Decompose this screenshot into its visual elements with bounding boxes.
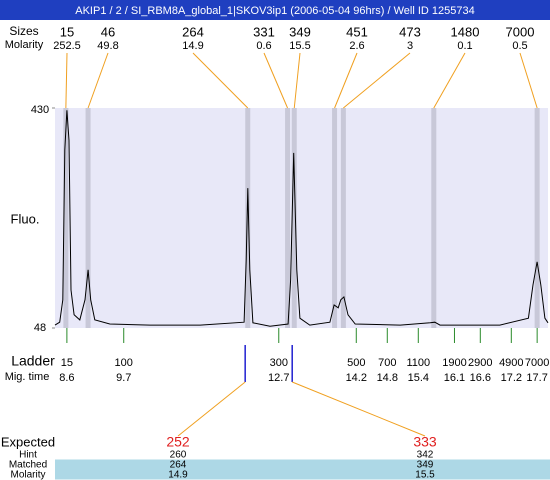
mig-time-label: Mig. time bbox=[5, 371, 50, 383]
ladder-size: 500 bbox=[347, 357, 365, 369]
plot-area bbox=[55, 108, 548, 328]
peak-size: 331 bbox=[253, 24, 275, 39]
row-label: Matched bbox=[9, 460, 47, 471]
ladder-time: 15.4 bbox=[408, 372, 429, 384]
ladder-size: 7000 bbox=[525, 357, 549, 369]
ladder-size: 100 bbox=[115, 357, 133, 369]
peak-band bbox=[332, 108, 338, 328]
peak-molarity: 3 bbox=[407, 40, 413, 52]
peak-band bbox=[291, 108, 297, 328]
peak-molarity: 49.8 bbox=[97, 40, 118, 52]
ladder-size: 2900 bbox=[468, 357, 492, 369]
ladder-time: 16.6 bbox=[470, 372, 491, 384]
title-bar bbox=[0, 0, 550, 20]
row-value: 342 bbox=[417, 450, 434, 461]
ladder-time: 9.7 bbox=[116, 372, 131, 384]
peak-size: 473 bbox=[399, 24, 421, 39]
row-value: 264 bbox=[170, 460, 187, 471]
peak-molarity: 252.5 bbox=[53, 40, 81, 52]
molarity-label: Molarity bbox=[5, 39, 44, 51]
ladder-time: 14.2 bbox=[346, 372, 367, 384]
peak-connector bbox=[293, 52, 301, 109]
peak-size: 264 bbox=[182, 24, 204, 39]
ladder-time: 17.2 bbox=[501, 372, 522, 384]
ladder-label: Ladder bbox=[11, 353, 55, 369]
peak-molarity: 15.5 bbox=[289, 40, 310, 52]
trace bbox=[54, 110, 549, 327]
peak-connector bbox=[263, 52, 289, 109]
row-band bbox=[55, 459, 550, 470]
peak-molarity: 2.6 bbox=[349, 40, 364, 52]
peak-band bbox=[85, 108, 91, 328]
expected-connector bbox=[177, 381, 246, 437]
peak-connector bbox=[343, 52, 411, 109]
peak-size: 1480 bbox=[451, 24, 480, 39]
title: AKIP1 / 2 / SI_RBM8A_global_1|SKOV3ip1 (… bbox=[75, 5, 475, 17]
peak-band bbox=[285, 108, 291, 328]
row-value: 14.9 bbox=[168, 470, 188, 480]
ladder-time: 16.1 bbox=[444, 372, 465, 384]
ladder-size: 15 bbox=[61, 357, 73, 369]
ladder-size: 1100 bbox=[406, 357, 430, 369]
peak-size: 15 bbox=[60, 24, 74, 39]
ladder-time: 14.8 bbox=[377, 372, 398, 384]
y-axis-label: Fluo. bbox=[11, 211, 40, 226]
peak-molarity: 0.1 bbox=[457, 40, 472, 52]
expected-value: 252 bbox=[166, 434, 190, 450]
peak-connector bbox=[65, 52, 68, 109]
row-value: 260 bbox=[170, 450, 187, 461]
ladder-time: 12.7 bbox=[268, 372, 289, 384]
peak-band bbox=[245, 108, 251, 328]
ladder-size: 4900 bbox=[499, 357, 523, 369]
peak-connector bbox=[519, 52, 538, 109]
peak-connector bbox=[192, 52, 249, 109]
peak-molarity: 0.6 bbox=[256, 40, 271, 52]
ladder-time: 8.6 bbox=[59, 372, 74, 384]
expected-label: Expected bbox=[1, 434, 55, 449]
row-value: 349 bbox=[417, 460, 434, 471]
peak-size: 46 bbox=[101, 24, 115, 39]
ladder-size: 1900 bbox=[442, 357, 466, 369]
y-tick-label: 48 bbox=[34, 322, 46, 334]
row-label: Hint bbox=[19, 450, 37, 461]
expected-connector bbox=[292, 381, 426, 437]
ladder-size: 700 bbox=[378, 357, 396, 369]
peak-band bbox=[431, 108, 437, 328]
ladder-time: 17.7 bbox=[526, 372, 547, 384]
peak-size: 349 bbox=[289, 24, 311, 39]
ladder-size: 300 bbox=[270, 357, 288, 369]
sizes-label: Sizes bbox=[9, 24, 38, 38]
peak-connector bbox=[433, 52, 466, 109]
peak-band bbox=[340, 108, 346, 328]
peak-band bbox=[63, 108, 69, 328]
peak-band bbox=[534, 108, 540, 328]
y-tick-label: 430 bbox=[31, 104, 49, 116]
peak-size: 451 bbox=[346, 24, 368, 39]
peak-size: 7000 bbox=[506, 24, 535, 39]
peak-molarity: 14.9 bbox=[182, 40, 203, 52]
peak-connector bbox=[87, 52, 109, 109]
peak-molarity: 0.5 bbox=[512, 40, 527, 52]
row-label: Molarity bbox=[10, 470, 45, 480]
expected-value: 333 bbox=[413, 434, 437, 450]
peak-connector bbox=[334, 52, 358, 109]
row-value: 15.5 bbox=[415, 470, 435, 480]
row-band bbox=[55, 469, 550, 480]
